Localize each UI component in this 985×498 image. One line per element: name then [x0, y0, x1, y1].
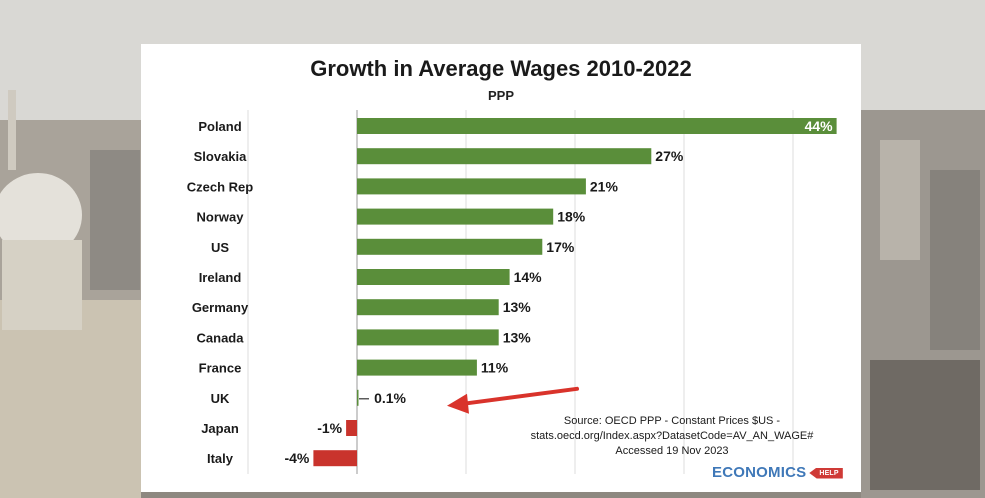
data-label: 17%: [546, 239, 575, 255]
economics-help-logo: ECONOMICS HELP: [712, 464, 843, 481]
data-label: 13%: [503, 299, 532, 315]
dome-icon: [0, 173, 82, 257]
source-line-2: stats.oecd.org/Index.aspx?DatasetCode=AV…: [530, 430, 814, 442]
bar-germany: [357, 299, 499, 316]
category-label: US: [211, 240, 229, 255]
category-label: Canada: [197, 330, 245, 345]
bar-uk: [357, 389, 359, 406]
category-label: UK: [211, 391, 230, 406]
data-label: -4%: [284, 450, 309, 466]
chart-subtitle: PPP: [487, 88, 514, 103]
bar-poland: [357, 118, 837, 134]
chart-panel: Growth in Average Wages 2010-2022 PPP Po…: [141, 44, 861, 492]
data-label: 44%: [805, 118, 834, 134]
annotation-arrow-shaft: [461, 386, 579, 406]
category-label: Ireland: [199, 270, 242, 285]
category-label: Czech Rep: [187, 179, 254, 194]
bar-ireland: [357, 269, 510, 285]
data-label: -1%: [317, 420, 342, 436]
category-label: Italy: [207, 451, 234, 466]
data-label: 27%: [655, 148, 684, 164]
source-line-3: Accessed 19 Nov 2023: [615, 445, 729, 457]
bar-slovakia: [357, 148, 652, 165]
annotation-arrow-head: [447, 393, 469, 414]
category-label: Slovakia: [194, 149, 248, 164]
data-label: 13%: [503, 329, 532, 345]
data-label: 18%: [557, 209, 586, 225]
category-label: Norway: [197, 210, 245, 225]
chart-title: Growth in Average Wages 2010-2022: [310, 56, 692, 81]
data-label: 21%: [590, 178, 619, 194]
category-label: Germany: [192, 300, 249, 315]
source-note: Source: OECD PPP - Constant Prices $US -…: [527, 414, 817, 459]
bar-canada: [357, 329, 499, 346]
bar-czech-rep: [357, 178, 586, 195]
logo-word: ECONOMICS: [712, 464, 807, 481]
data-label: 11%: [481, 360, 509, 376]
category-label: Japan: [201, 421, 239, 436]
data-label: 0.1%: [374, 390, 406, 406]
logo-badge: HELP: [809, 467, 843, 479]
bar-chart: Poland 44% Slovakia 27% Czech Rep 21% Norway 18…: [187, 110, 837, 474]
category-label: France: [199, 361, 242, 376]
data-label: 14%: [514, 269, 543, 285]
source-line-1: Source: OECD PPP - Constant Prices $US -: [563, 415, 781, 427]
bar-france: [357, 359, 477, 376]
category-label: Poland: [198, 119, 241, 134]
bar-italy: [313, 450, 357, 467]
bar-us: [357, 238, 543, 255]
bar-norway: [357, 208, 554, 225]
bar-japan: [346, 420, 357, 436]
